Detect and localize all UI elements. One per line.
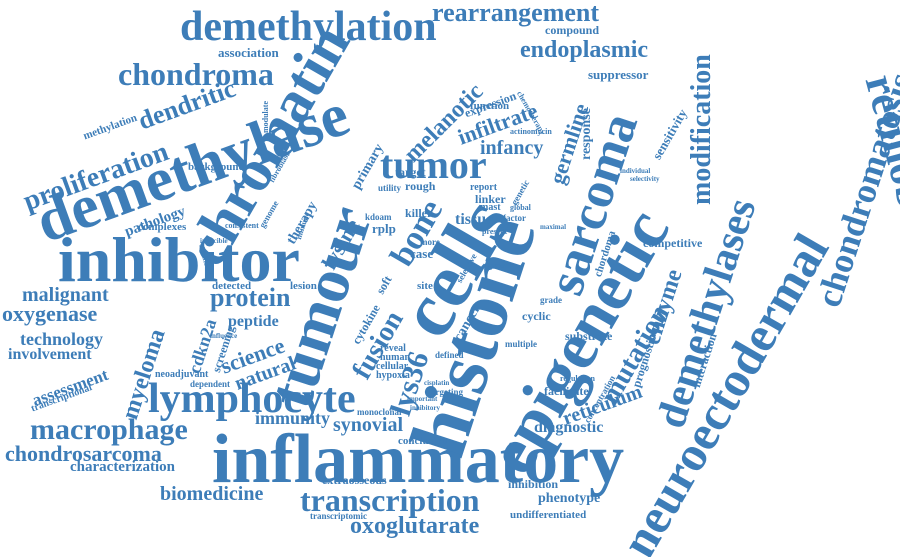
word: sensitivity (650, 107, 689, 162)
word: undifferentiated (510, 510, 586, 521)
word: cyclic (522, 310, 551, 322)
word: suppressor (588, 68, 648, 81)
word: present (482, 228, 507, 236)
word: rough (405, 180, 435, 192)
word: biomedicine (160, 484, 263, 504)
word: cisplatin (424, 380, 449, 387)
word: immunity (255, 409, 330, 427)
word: involvement (8, 347, 92, 363)
word: inhibitory (410, 405, 440, 412)
word: factor (503, 214, 526, 223)
word: influence (210, 333, 237, 340)
word: extraosseous (322, 474, 387, 486)
word: phenotype (538, 492, 600, 506)
word: case (410, 247, 433, 260)
word: utility (378, 184, 401, 193)
word: oxoglutarate (350, 514, 479, 538)
word: competitive (643, 237, 702, 249)
word: complexes (138, 222, 186, 233)
word: target (395, 166, 426, 178)
word: report (470, 183, 497, 193)
word: monoclonal (357, 408, 402, 417)
word: lesion (290, 281, 317, 292)
word: mast (480, 203, 501, 213)
word: methylation (82, 113, 139, 143)
word: kdoam (365, 213, 392, 222)
word: characterization (70, 460, 175, 475)
word: detected (212, 281, 251, 292)
word: diagnostic (534, 420, 603, 436)
word: dependent (190, 380, 230, 389)
word: regulation (560, 375, 595, 383)
word: hypoxia (376, 371, 410, 381)
word: selectivity (630, 176, 660, 183)
word: response (580, 108, 594, 160)
word: defined (435, 351, 464, 360)
word: global (510, 204, 531, 212)
word: human (380, 353, 410, 363)
word: site (417, 281, 433, 292)
word: function (470, 101, 509, 112)
word: more (420, 238, 440, 247)
word: inhibition (508, 478, 558, 490)
word: cellular (376, 362, 408, 372)
word: transcriptomic (310, 512, 367, 521)
word: tissue (455, 212, 493, 228)
word: rplp (372, 222, 396, 235)
word: modification (688, 54, 716, 205)
word: individual (620, 168, 650, 175)
word: oxygenase (2, 303, 97, 325)
word: facilitate (544, 385, 589, 397)
word: demethylation (180, 6, 437, 48)
word: growth (488, 262, 512, 270)
word: background (188, 162, 245, 173)
word: endoplasmic (520, 38, 648, 62)
word: multiple (505, 340, 537, 349)
word: important (407, 396, 437, 403)
word: maximal (540, 224, 566, 231)
word: conclusion (398, 436, 448, 447)
word: consistent (225, 222, 259, 230)
word: synovial (333, 415, 403, 435)
word: association (218, 46, 279, 59)
word: substrate (565, 330, 612, 342)
word: modulate (262, 101, 270, 133)
word: infancy (480, 138, 543, 158)
word: compound (545, 24, 599, 36)
word: killer (405, 207, 432, 219)
word: grade (540, 296, 562, 305)
word: reveal (380, 344, 406, 354)
